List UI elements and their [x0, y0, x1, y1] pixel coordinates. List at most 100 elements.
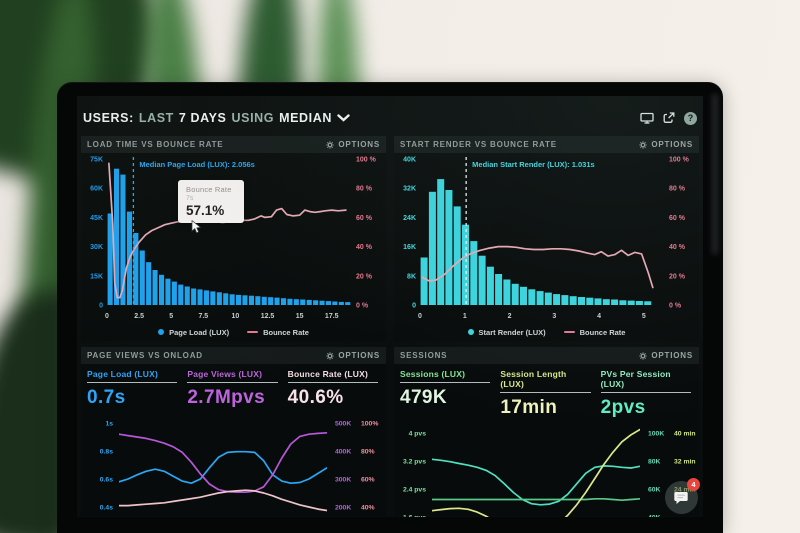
- svg-text:0 %: 0 %: [356, 303, 369, 310]
- header-days-label: 7 DAYS: [178, 111, 227, 125]
- panel-title: SESSIONS: [400, 351, 448, 360]
- svg-text:3.2 pvs: 3.2 pvs: [403, 459, 426, 466]
- svg-text:1: 1: [463, 313, 467, 320]
- chat-bubble-icon: [673, 492, 688, 504]
- share-icon[interactable]: [663, 112, 675, 124]
- legend-line-icon: [563, 331, 575, 333]
- legend-item: Bounce Rate: [247, 328, 309, 337]
- svg-text:80K: 80K: [648, 459, 661, 466]
- svg-text:0.4s: 0.4s: [100, 505, 113, 512]
- metrics-row: Page Load (LUX) 0.7s Page Views (LUX) 2.…: [81, 364, 386, 411]
- gear-icon: [639, 351, 647, 360]
- svg-text:0.6s: 0.6s: [100, 477, 113, 484]
- chart-legend: Page Load (LUX) Bounce Rate: [81, 324, 386, 340]
- bounce-rate-tooltip: Bounce Rate 7s 57.1%: [178, 180, 244, 223]
- svg-text:45K: 45K: [90, 215, 103, 222]
- header-users-label: USERS:: [83, 111, 134, 125]
- svg-text:3: 3: [552, 313, 556, 320]
- svg-text:20 %: 20 %: [669, 273, 686, 280]
- svg-text:40 %: 40 %: [669, 244, 686, 251]
- legend-item: Bounce Rate: [563, 328, 625, 337]
- svg-text:20 %: 20 %: [356, 273, 373, 280]
- svg-text:60K: 60K: [648, 487, 661, 494]
- header-last-label: LAST: [138, 111, 174, 125]
- svg-text:1s: 1s: [105, 421, 113, 428]
- display-icon[interactable]: [640, 112, 654, 124]
- help-icon[interactable]: ?: [684, 111, 697, 125]
- header-median-label: MEDIAN: [279, 111, 332, 125]
- chart-start-render-vs-bounce-rate[interactable]: 40K 100 % 32K 80 % 24K 60 % 16K 40 % 8K 20 % 0 0 % M…: [394, 153, 699, 324]
- svg-text:60K: 60K: [90, 186, 103, 193]
- svg-text:Median Page Load (LUX): 2.056s: Median Page Load (LUX): 2.056s: [139, 160, 254, 169]
- svg-text:0 %: 0 %: [669, 303, 682, 310]
- svg-text:10: 10: [232, 313, 240, 320]
- svg-text:60 %: 60 %: [669, 215, 686, 222]
- svg-text:30K: 30K: [90, 244, 103, 251]
- laptop: USERS: LAST 7 DAYS USING MEDIAN: [57, 82, 723, 533]
- svg-text:4: 4: [597, 313, 601, 320]
- panel-page-views-vs-onload: PAGE VIEWS VS ONLOAD OPTIONS Page Load (…: [81, 347, 386, 516]
- svg-text:100K: 100K: [648, 431, 664, 438]
- svg-text:60%: 60%: [361, 477, 375, 484]
- options-button[interactable]: OPTIONS: [326, 140, 380, 149]
- metric-pvs-per-session: PVs Per Session (LUX) 2pvs: [600, 369, 691, 419]
- metric-sessions: Sessions (LUX) 479K: [400, 369, 491, 419]
- svg-text:4 pvs: 4 pvs: [409, 431, 427, 438]
- chart-load-time-vs-bounce-rate[interactable]: 75K 100 % 60K 80 % 45K 60 % 30K 40 % 15K 20 % 0 0 %…: [81, 153, 386, 324]
- svg-text:5: 5: [642, 313, 646, 320]
- svg-text:12.5: 12.5: [261, 313, 275, 320]
- panel-start-render-vs-bounce-rate: START RENDER VS BOUNCE RATE OPTIONS 40K 1…: [394, 136, 699, 341]
- dashboard-grid: LOAD TIME VS BOUNCE RATE OPTIONS 75K 100 …: [81, 136, 699, 517]
- gear-icon: [326, 351, 334, 360]
- svg-text:80 %: 80 %: [356, 186, 373, 193]
- svg-text:8K: 8K: [407, 273, 416, 280]
- chart-page-views-vs-onload[interactable]: 1s 500K 100% 0.8s 400K 80% 0.6s 300K 60% 0.4s 200K…: [81, 411, 386, 517]
- svg-text:15: 15: [296, 313, 304, 320]
- chevron-down-icon: [337, 111, 350, 125]
- options-button[interactable]: OPTIONS: [326, 351, 380, 360]
- panel-title: PAGE VIEWS VS ONLOAD: [87, 351, 203, 360]
- panel-title: LOAD TIME VS BOUNCE RATE: [87, 140, 224, 149]
- svg-text:0: 0: [418, 313, 422, 320]
- svg-text:32 min: 32 min: [674, 459, 696, 466]
- svg-text:40%: 40%: [361, 505, 375, 512]
- svg-text:2.5: 2.5: [134, 313, 144, 320]
- svg-text:100 %: 100 %: [669, 157, 690, 164]
- svg-text:40 min: 40 min: [674, 431, 696, 438]
- svg-text:40K: 40K: [648, 515, 661, 518]
- svg-text:80 %: 80 %: [669, 186, 686, 193]
- chat-widget-button[interactable]: 4: [665, 478, 700, 514]
- svg-text:7.5: 7.5: [198, 313, 208, 320]
- legend-item: Start Render (LUX): [467, 328, 546, 337]
- gear-icon: [639, 140, 647, 149]
- svg-text:2: 2: [508, 313, 512, 320]
- svg-text:200K: 200K: [335, 505, 351, 512]
- svg-text:500K: 500K: [335, 421, 351, 428]
- svg-text:0: 0: [412, 303, 416, 310]
- header-using-label: USING: [231, 111, 275, 125]
- svg-text:100 %: 100 %: [356, 157, 377, 164]
- legend-dot-icon: [158, 329, 165, 335]
- metric-page-load: Page Load (LUX) 0.7s: [87, 369, 178, 409]
- legend-item: Page Load (LUX): [158, 328, 229, 337]
- svg-text:100%: 100%: [361, 421, 378, 428]
- svg-text:400K: 400K: [335, 449, 351, 456]
- metric-page-views: Page Views (LUX) 2.7Mpvs: [187, 369, 278, 409]
- notification-badge: 4: [687, 478, 700, 491]
- svg-text:0: 0: [99, 303, 103, 310]
- legend-dot-icon: [467, 329, 474, 335]
- panel-load-time-vs-bounce-rate: LOAD TIME VS BOUNCE RATE OPTIONS 75K 100 …: [81, 136, 386, 341]
- options-button[interactable]: OPTIONS: [639, 140, 693, 149]
- chart-sessions[interactable]: 4 pvs 100K 40 min 3.2 pvs 80K 32 min 2.4 pvs 60…: [394, 421, 699, 517]
- svg-text:75K: 75K: [90, 157, 103, 164]
- svg-text:2.4 pvs: 2.4 pvs: [403, 487, 426, 494]
- users-period-dropdown[interactable]: USERS: LAST 7 DAYS USING MEDIAN: [83, 111, 350, 125]
- svg-text:32K: 32K: [403, 186, 416, 193]
- panel-sessions: SESSIONS OPTIONS Sessions (LUX) 479K: [394, 347, 699, 517]
- gear-icon: [326, 140, 334, 149]
- options-button[interactable]: OPTIONS: [639, 351, 693, 360]
- dashboard-header: USERS: LAST 7 DAYS USING MEDIAN: [83, 106, 697, 130]
- svg-text:17.5: 17.5: [325, 313, 339, 320]
- legend-line-icon: [247, 331, 259, 333]
